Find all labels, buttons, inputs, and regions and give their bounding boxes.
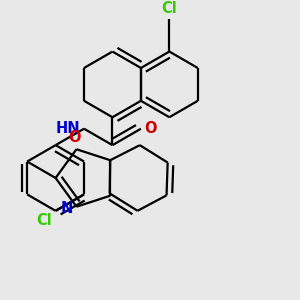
Text: Cl: Cl	[37, 213, 52, 228]
Text: O: O	[69, 130, 81, 146]
Text: HN: HN	[56, 121, 80, 136]
Text: Cl: Cl	[161, 1, 177, 16]
Text: N: N	[60, 201, 73, 216]
Text: O: O	[145, 121, 157, 136]
